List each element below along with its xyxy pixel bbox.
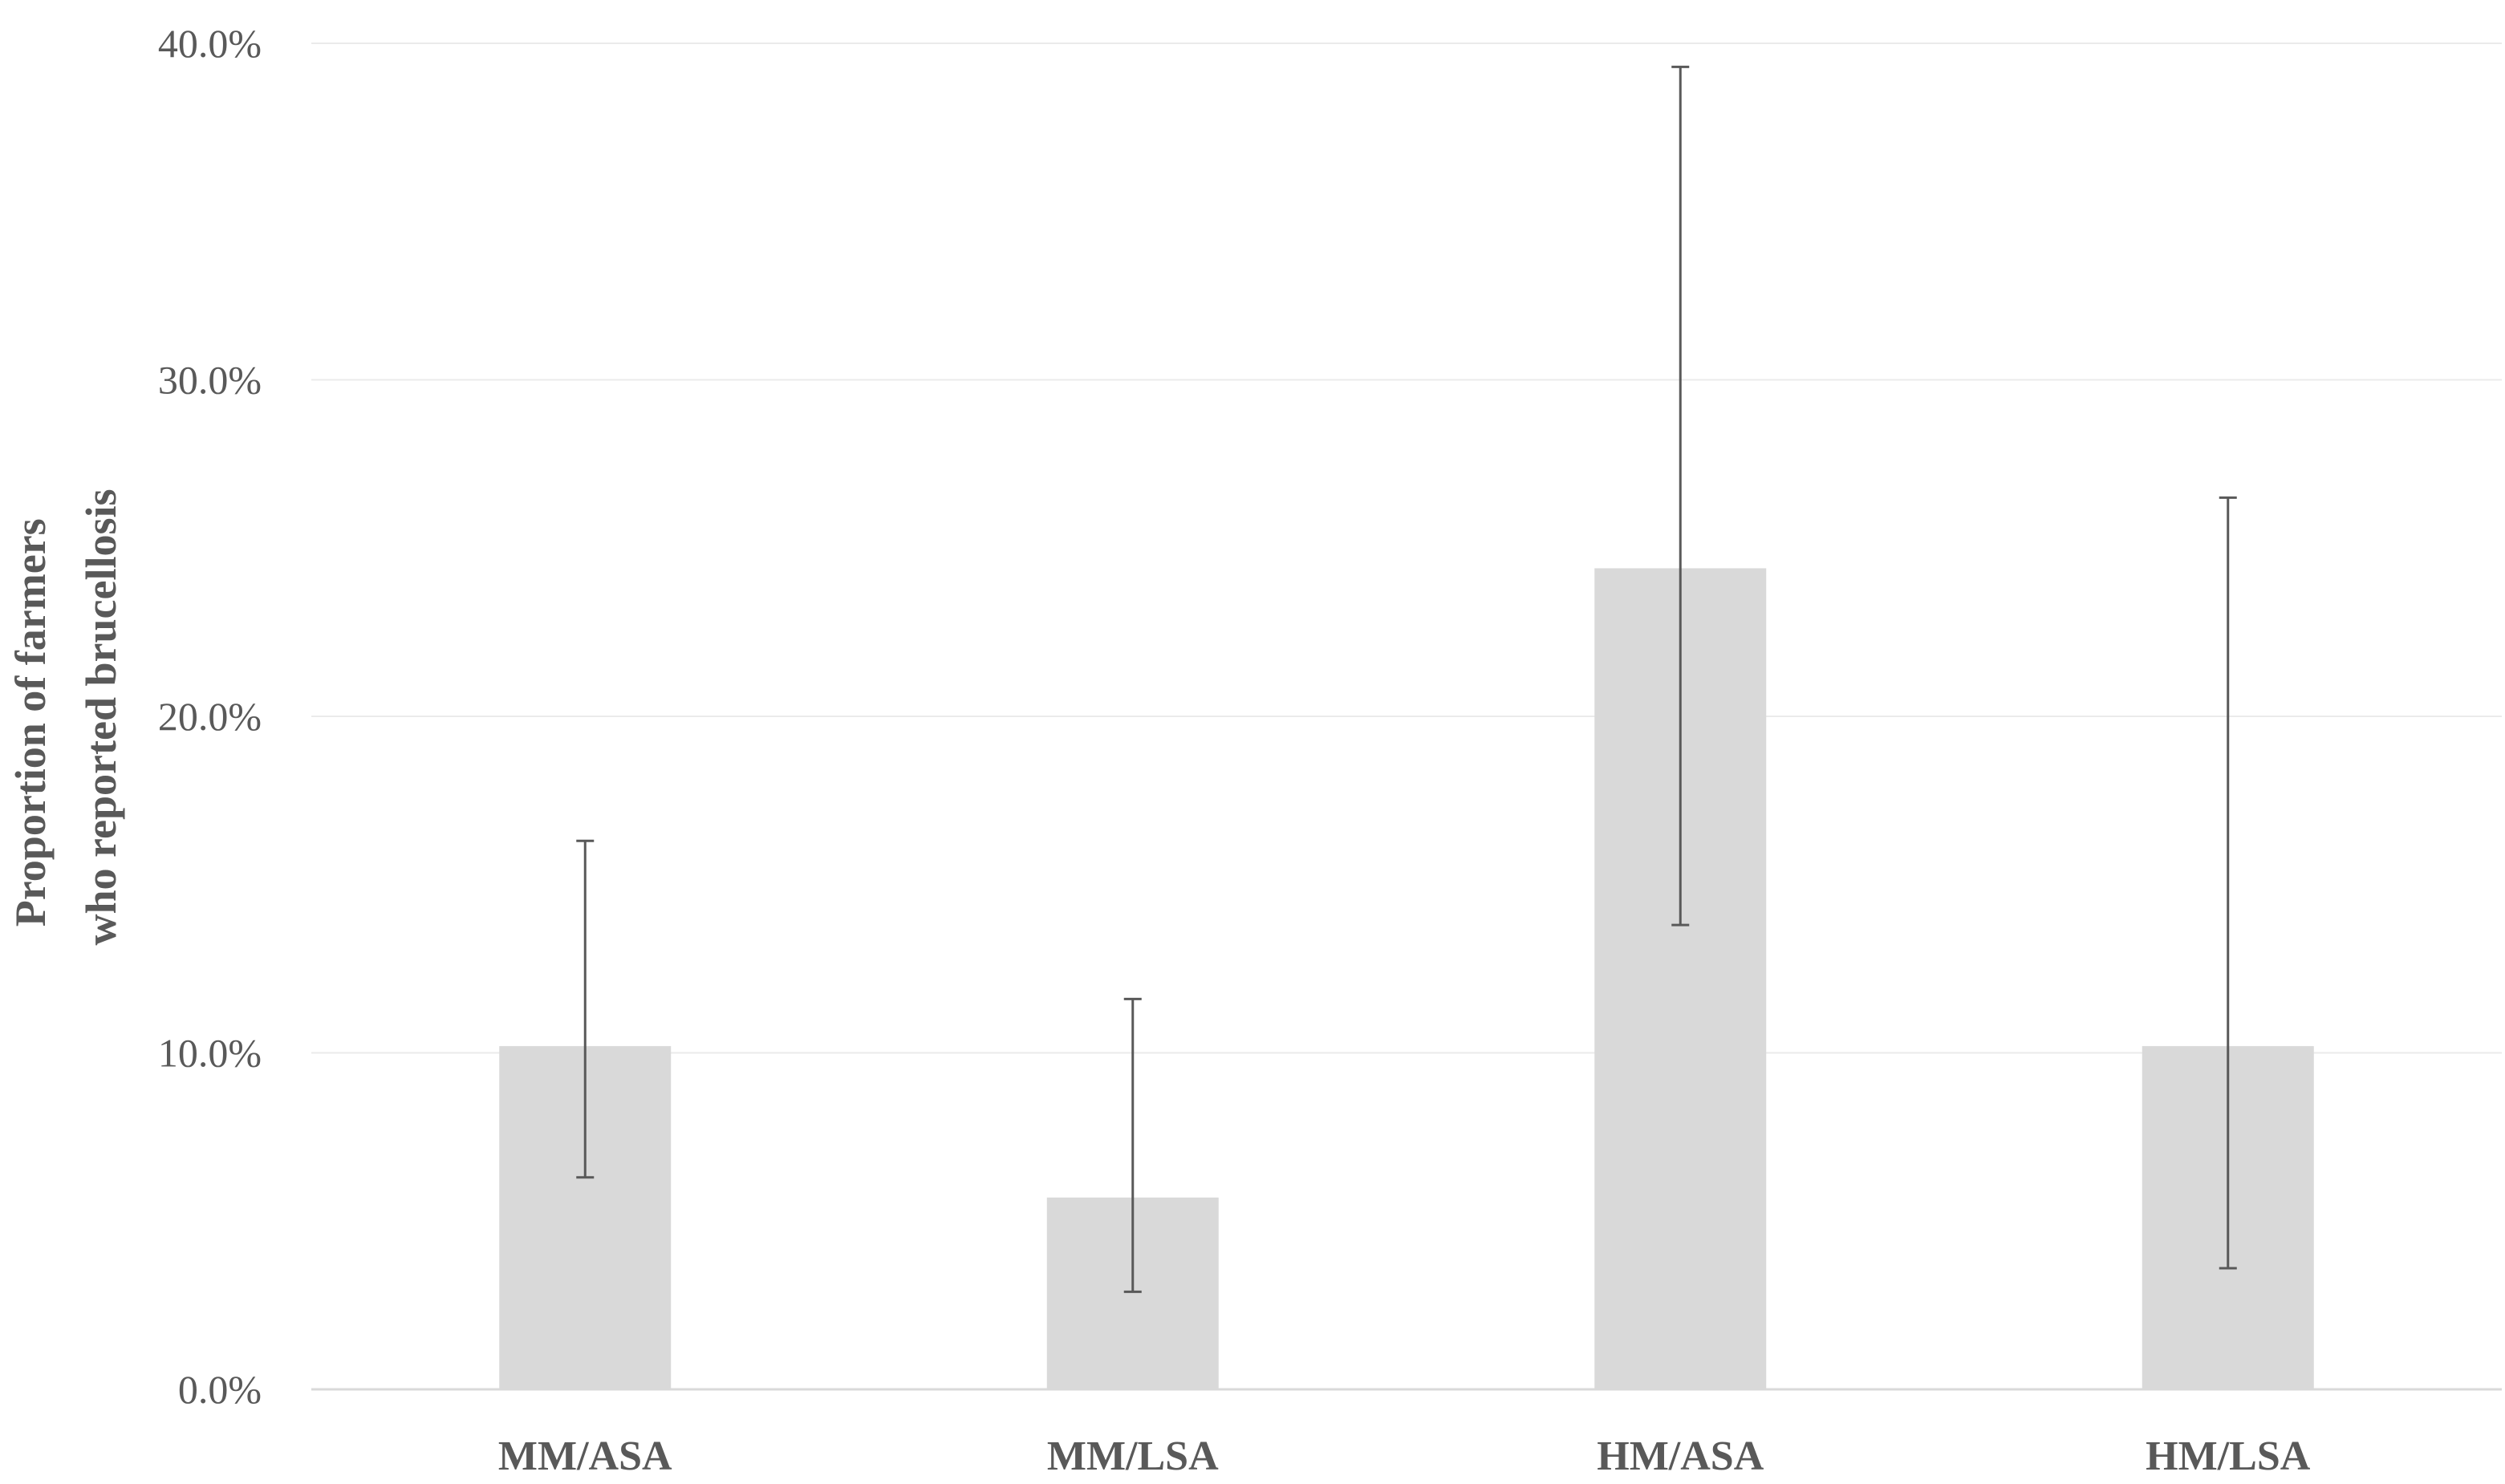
error-bar-mm-asa [576,839,595,1179]
y-tick-labels: 0.0% 10.0% 20.0% 30.0% 40.0% [158,21,262,1412]
error-bar-mm-lsa [1123,997,1142,1293]
y-axis-title: Proportion of farmers who reported bruce… [6,489,125,946]
bars [499,568,2314,1389]
y-tick-label: 30.0% [158,358,262,403]
x-category-labels: MM/ASA MM/LSA HM/ASA HM/LSA [498,1433,2311,1479]
error-bar-hm-asa [1671,65,1690,926]
y-tick-label: 20.0% [158,694,262,739]
x-category-label: MM/ASA [498,1433,672,1479]
y-tick-label: 10.0% [158,1031,262,1076]
y-axis-title-line-2: who reported brucellosis [77,489,125,946]
error-bars [576,65,2237,1293]
y-tick-label: 0.0% [178,1367,262,1412]
x-category-label: MM/LSA [1047,1433,1219,1479]
gridlines [311,43,2502,1054]
y-axis-title-line-1: Proportion of farmers [6,518,55,926]
error-bar-hm-lsa [2219,496,2237,1270]
x-category-label: HM/ASA [1597,1433,1764,1479]
y-tick-label: 40.0% [158,21,262,66]
x-category-label: HM/LSA [2146,1433,2311,1479]
